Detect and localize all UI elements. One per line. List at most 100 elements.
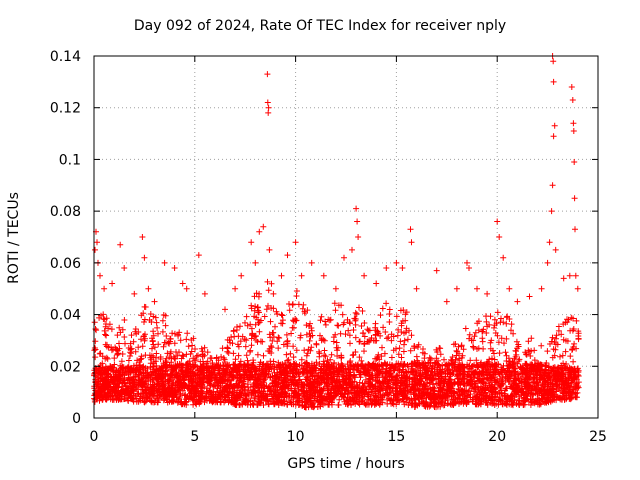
data-point: [92, 338, 99, 345]
data-point: [92, 354, 99, 361]
data-point: [192, 346, 198, 352]
data-point: [92, 346, 99, 353]
grid-lines: [94, 56, 598, 418]
data-point: [119, 351, 126, 357]
data-point: [299, 381, 306, 388]
data-point: [250, 357, 257, 364]
data-point: [293, 288, 300, 294]
data-point: [283, 351, 290, 358]
data-point: [372, 337, 379, 344]
data-point: [91, 319, 98, 326]
data-point: [224, 348, 231, 355]
data-point: [557, 353, 563, 360]
data-point: [495, 339, 502, 346]
data-point: [483, 318, 490, 325]
data-point: [290, 354, 297, 361]
data-point: [358, 323, 365, 329]
data-point: [155, 330, 161, 337]
data-point: [132, 348, 139, 355]
data-point: [394, 332, 401, 339]
data-point: [241, 336, 248, 343]
data-point: [237, 323, 243, 330]
data-point: [528, 335, 535, 342]
data-point: [149, 345, 155, 352]
data-point: [243, 337, 250, 344]
data-point: [544, 348, 551, 355]
data-point: [186, 358, 193, 365]
data-point: [381, 350, 388, 357]
data-point: [265, 302, 271, 309]
data-point: [452, 341, 459, 347]
data-point: [159, 317, 166, 324]
data-point: [267, 318, 274, 325]
data-point: [377, 312, 384, 319]
data-point: [268, 280, 275, 287]
data-point: [122, 340, 128, 347]
data-point: [501, 340, 507, 347]
data-point: [184, 330, 191, 337]
data-point: [571, 340, 578, 347]
data-point: [137, 356, 144, 363]
data-point: [560, 321, 567, 328]
data-point: [104, 355, 111, 362]
data-point: [287, 350, 294, 357]
data-point: [286, 307, 293, 314]
data-point: [260, 352, 267, 359]
data-point: [230, 350, 237, 357]
data-point: [159, 328, 166, 335]
data-point: [266, 331, 273, 338]
data-point: [474, 346, 480, 352]
data-point: [395, 351, 402, 358]
data-point: [473, 357, 480, 364]
data-point: [328, 351, 335, 358]
data-point: [283, 331, 290, 338]
data-point: [570, 358, 577, 365]
data-point: [189, 342, 196, 349]
data-point: [248, 342, 255, 349]
data-point: [420, 346, 426, 352]
data-point: [339, 311, 346, 318]
data-point: [317, 317, 324, 324]
data-point: [150, 332, 157, 339]
data-point: [125, 397, 132, 404]
data-point: [138, 353, 145, 360]
data-point: [559, 352, 566, 359]
data-point: [356, 354, 363, 361]
data-point: [204, 349, 211, 356]
data-point: [218, 353, 225, 360]
data-point: [132, 326, 139, 332]
data-point: [303, 352, 310, 359]
data-point: [466, 331, 473, 338]
data-point: [475, 327, 482, 334]
data-point: [498, 335, 505, 342]
data-point: [383, 300, 390, 307]
data-points: [91, 53, 582, 411]
data-point: [346, 332, 353, 339]
data-point: [114, 332, 121, 339]
data-point: [401, 341, 407, 348]
data-point: [321, 347, 328, 354]
data-point: [385, 334, 392, 341]
data-point: [550, 346, 557, 353]
data-point: [489, 355, 495, 362]
data-point: [393, 345, 399, 352]
data-point: [496, 350, 503, 357]
data-point: [503, 320, 510, 327]
data-point: [140, 310, 147, 317]
data-point: [247, 348, 253, 355]
data-point: [135, 344, 142, 351]
data-point: [494, 309, 501, 316]
data-point: [183, 336, 190, 343]
data-point: [470, 344, 477, 351]
data-point: [491, 324, 497, 331]
data-point: [256, 328, 263, 335]
data-point: [360, 330, 367, 336]
data-point: [462, 325, 469, 332]
data-point: [268, 343, 274, 349]
data-point: [125, 357, 132, 364]
data-point: [359, 308, 366, 314]
data-point: [483, 330, 490, 336]
data-point: [185, 343, 192, 350]
data-point: [288, 330, 295, 337]
data-point: [128, 350, 135, 357]
